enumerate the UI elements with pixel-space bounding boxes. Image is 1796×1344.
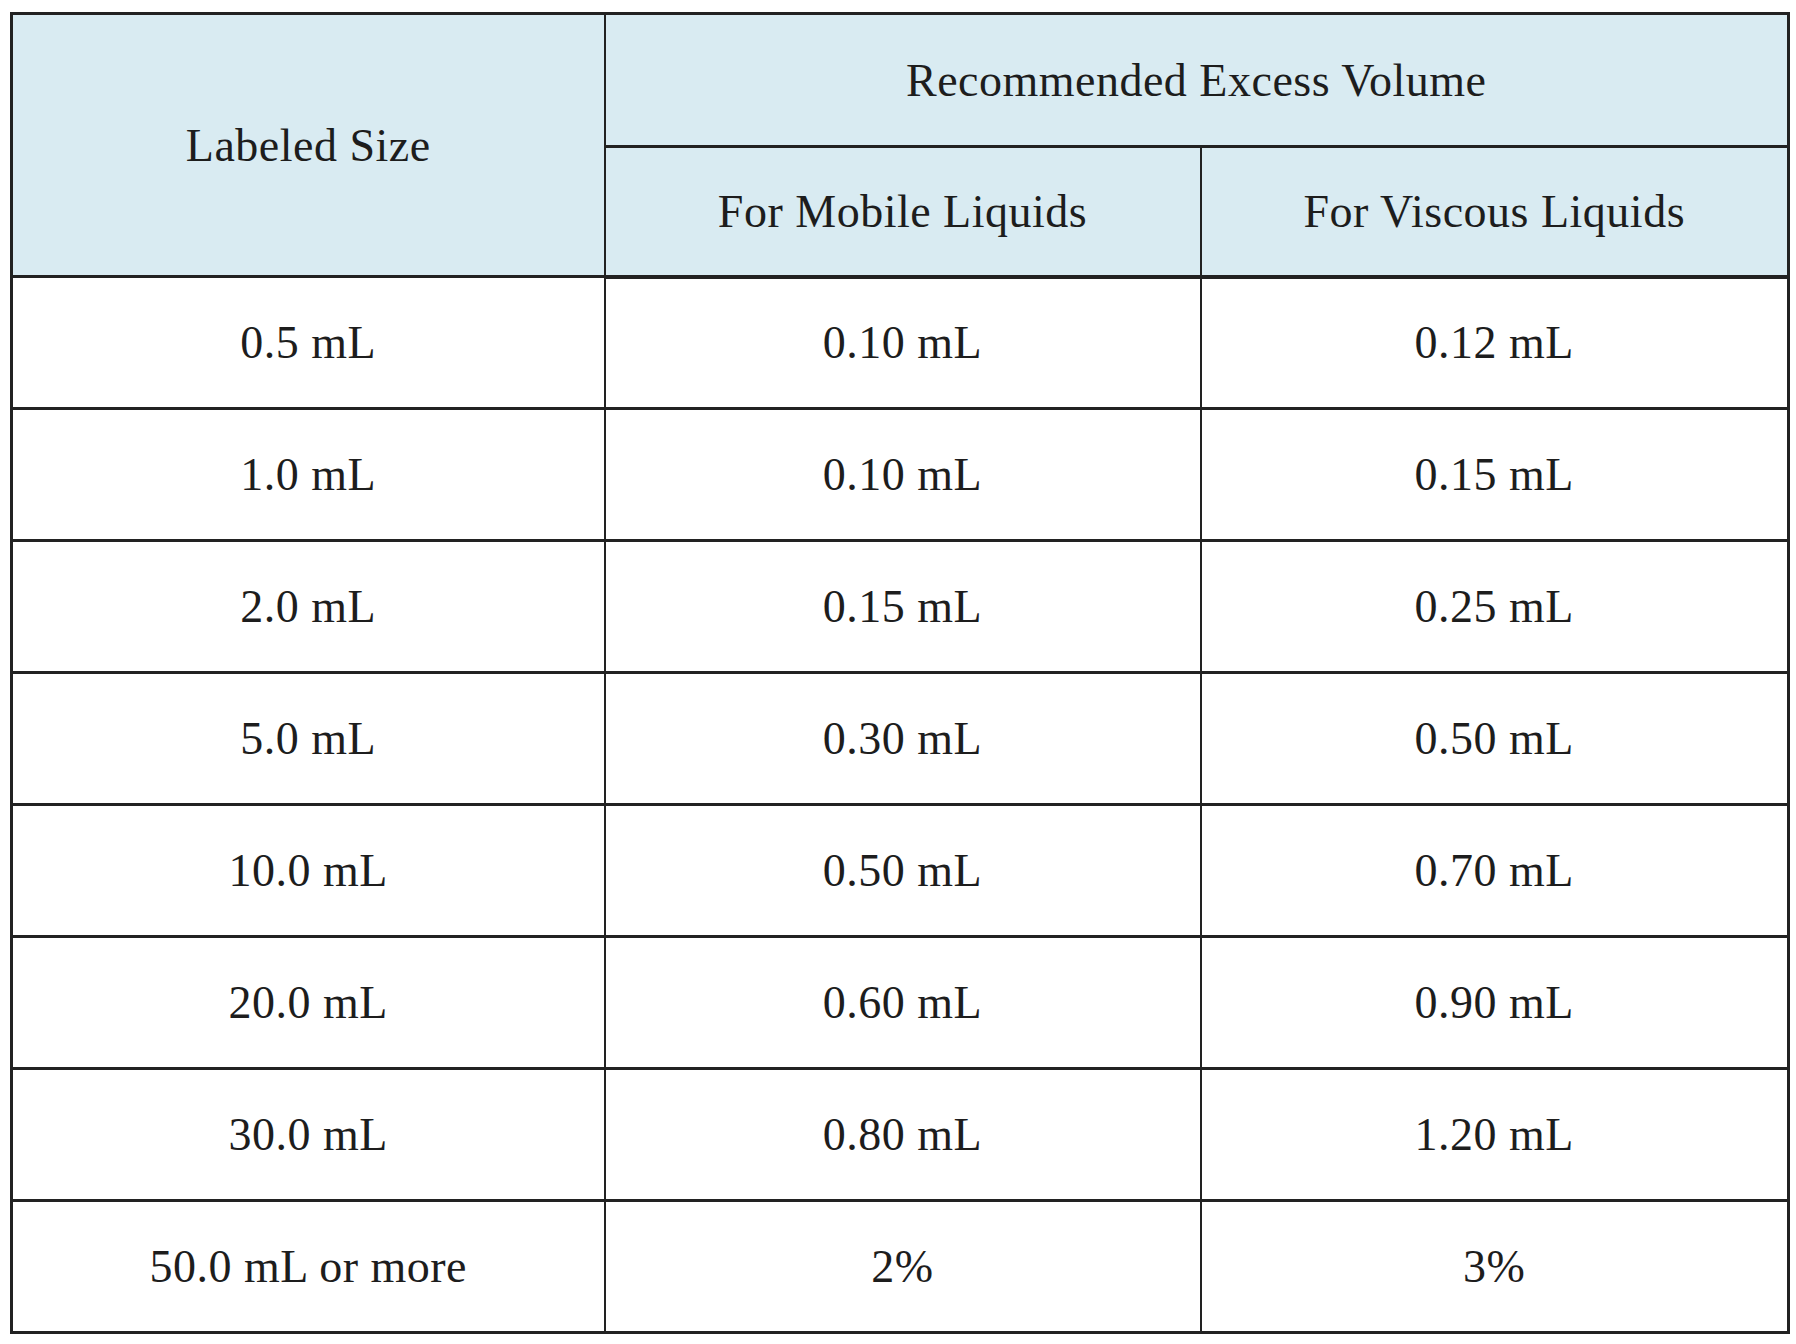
table-row: 5.0 mL0.30 mL0.50 mL: [12, 673, 1789, 805]
cell-labeled-size: 20.0 mL: [12, 937, 605, 1069]
page: Labeled Size Recommended Excess Volume F…: [0, 0, 1796, 1344]
header-labeled-size: Labeled Size: [12, 14, 605, 277]
cell-viscous-liquids: 0.90 mL: [1201, 937, 1789, 1069]
cell-viscous-liquids: 0.25 mL: [1201, 541, 1789, 673]
cell-mobile-liquids: 0.10 mL: [605, 409, 1201, 541]
table-row: 20.0 mL0.60 mL0.90 mL: [12, 937, 1789, 1069]
cell-labeled-size: 2.0 mL: [12, 541, 605, 673]
cell-labeled-size: 50.0 mL or more: [12, 1201, 605, 1333]
table-row: 10.0 mL0.50 mL0.70 mL: [12, 805, 1789, 937]
cell-viscous-liquids: 3%: [1201, 1201, 1789, 1333]
cell-viscous-liquids: 1.20 mL: [1201, 1069, 1789, 1201]
cell-mobile-liquids: 0.15 mL: [605, 541, 1201, 673]
header-group-row: Labeled Size Recommended Excess Volume: [12, 14, 1789, 147]
table-row: 50.0 mL or more2%3%: [12, 1201, 1789, 1333]
table-row: 30.0 mL0.80 mL1.20 mL: [12, 1069, 1789, 1201]
cell-mobile-liquids: 0.30 mL: [605, 673, 1201, 805]
cell-mobile-liquids: 0.80 mL: [605, 1069, 1201, 1201]
cell-viscous-liquids: 0.15 mL: [1201, 409, 1789, 541]
table-row: 1.0 mL0.10 mL0.15 mL: [12, 409, 1789, 541]
header-excess-volume-group: Recommended Excess Volume: [605, 14, 1789, 147]
excess-volume-table: Labeled Size Recommended Excess Volume F…: [10, 12, 1790, 1334]
cell-viscous-liquids: 0.70 mL: [1201, 805, 1789, 937]
cell-labeled-size: 30.0 mL: [12, 1069, 605, 1201]
cell-mobile-liquids: 0.50 mL: [605, 805, 1201, 937]
cell-mobile-liquids: 0.60 mL: [605, 937, 1201, 1069]
cell-labeled-size: 0.5 mL: [12, 277, 605, 409]
cell-mobile-liquids: 0.10 mL: [605, 277, 1201, 409]
header-viscous-liquids: For Viscous Liquids: [1201, 147, 1789, 277]
cell-viscous-liquids: 0.12 mL: [1201, 277, 1789, 409]
table-body: 0.5 mL0.10 mL0.12 mL1.0 mL0.10 mL0.15 mL…: [12, 277, 1789, 1333]
cell-labeled-size: 1.0 mL: [12, 409, 605, 541]
cell-labeled-size: 5.0 mL: [12, 673, 605, 805]
table-header: Labeled Size Recommended Excess Volume F…: [12, 14, 1789, 277]
cell-mobile-liquids: 2%: [605, 1201, 1201, 1333]
table-row: 2.0 mL0.15 mL0.25 mL: [12, 541, 1789, 673]
header-mobile-liquids: For Mobile Liquids: [605, 147, 1201, 277]
cell-labeled-size: 10.0 mL: [12, 805, 605, 937]
table-row: 0.5 mL0.10 mL0.12 mL: [12, 277, 1789, 409]
cell-viscous-liquids: 0.50 mL: [1201, 673, 1789, 805]
